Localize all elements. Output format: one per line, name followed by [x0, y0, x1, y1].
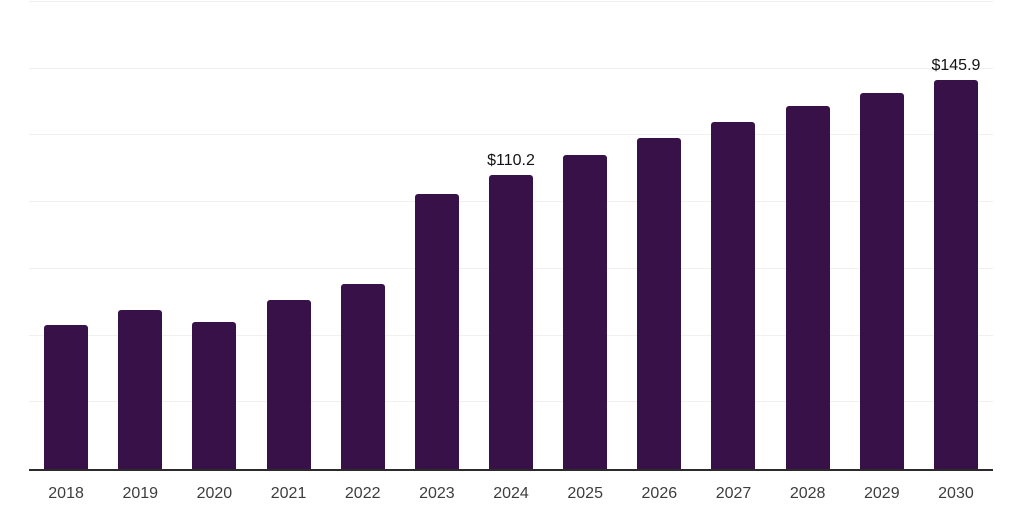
gridline [29, 1, 993, 2]
bar-band-2020 [177, 2, 251, 469]
bar-2022 [340, 283, 385, 469]
x-tick-label-2027: 2027 [715, 485, 752, 502]
bar-2025 [563, 154, 608, 469]
bar-band-2024: $110.2 [474, 2, 548, 469]
data-label-2024: $110.2 [487, 151, 535, 169]
x-tick-label-2024: 2024 [493, 485, 529, 502]
bar-2030 [933, 79, 978, 469]
x-tick-label-2025: 2025 [567, 485, 603, 502]
bar-band-2023 [400, 2, 474, 469]
x-tick-label-2018: 2018 [48, 485, 84, 502]
bar-2028 [785, 106, 830, 469]
bar-2026 [637, 138, 682, 469]
bar-band-2018 [29, 2, 103, 469]
plot-area: $110.2 $145.9 [29, 1, 993, 471]
bar-2029 [859, 93, 904, 469]
bar-band-2029 [845, 2, 919, 469]
gridline [29, 134, 993, 136]
x-tick-label-2026: 2026 [641, 485, 678, 502]
data-label-2030: $145.9 [931, 56, 981, 74]
bar-2020 [192, 321, 237, 469]
x-tick-label-2020: 2020 [196, 485, 233, 502]
bar-2024 [489, 174, 534, 469]
x-tick-label-2029: 2029 [864, 485, 900, 502]
bar-band-2030: $145.9 [919, 2, 993, 469]
bar-2019 [118, 309, 163, 469]
x-tick-label-2028: 2028 [789, 485, 826, 502]
bar-series: $110.2 $145.9 [29, 2, 993, 469]
bar-band-2025 [548, 2, 622, 469]
bar-band-2028 [771, 2, 845, 469]
bar-band-2019 [103, 2, 177, 469]
x-tick-label-2019: 2019 [122, 485, 159, 502]
x-axis-tick-labels: 2018 2019 2020 2021 2022 2023 2024 2025 2026 2027… [29, 484, 993, 506]
bar-band-2026 [622, 2, 696, 469]
x-tick-label-2021: 2021 [270, 485, 307, 502]
bar-band-2022 [326, 2, 400, 469]
gridline [29, 67, 993, 69]
bar-band-2021 [251, 2, 325, 469]
bar-2023 [414, 193, 459, 469]
x-tick-label-2022: 2022 [344, 485, 381, 502]
x-tick-label-2030: 2030 [938, 485, 974, 502]
bar-2027 [711, 121, 756, 469]
bar-2018 [44, 324, 89, 469]
bar-2021 [266, 299, 311, 469]
bar-band-2027 [696, 2, 770, 469]
x-tick-label-2023: 2023 [419, 485, 455, 502]
